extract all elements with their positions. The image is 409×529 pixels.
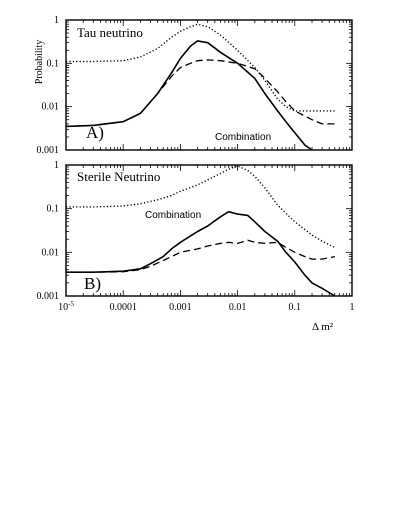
y-tick-label: 0.001 (37, 291, 60, 302)
y-tick-label: 0.01 (42, 102, 60, 113)
panel-b-title: Sterile Neutrino (77, 169, 160, 184)
y-tick-label: 0.01 (42, 247, 60, 258)
x-tick-label: 0.01 (229, 302, 247, 313)
panel-b: Sterile Neutrino B) Combination Δ m² 1 0.… (37, 160, 355, 333)
y-tick-label: 1 (54, 160, 59, 171)
y-tick-label: 0.1 (47, 58, 60, 69)
y-tick-label: 0.1 (47, 204, 60, 215)
panel-a-ylabel: Probability (34, 40, 45, 84)
series-dashed (65, 59, 335, 128)
series-dashed (66, 239, 335, 273)
x-tick-label: 0.001 (169, 302, 192, 313)
x-tick-label: 0.1 (289, 302, 302, 313)
panel-a-annotation: Combination (215, 132, 271, 143)
x-tick-label: 0.0001 (109, 302, 137, 313)
y-tick-label: 0.001 (37, 145, 60, 156)
panel-b-label: B) (84, 274, 101, 293)
panel-b-annotation: Combination (145, 210, 201, 221)
series-solid (65, 40, 313, 151)
panel-a-label: A) (86, 123, 104, 142)
x-tick-label: 1 (350, 302, 355, 313)
panel-b-frame (65, 164, 353, 297)
series-solid (66, 210, 336, 297)
x-tick-label: 10-5 (58, 300, 74, 313)
panel-a: Tau neutrino Probability A) Combination … (34, 15, 353, 156)
panel-a-title: Tau neutrino (77, 25, 143, 40)
panel-b-xlabel: Δ m² (312, 321, 334, 333)
y-tick-label: 1 (54, 15, 59, 26)
panel-a-frame (65, 19, 353, 151)
